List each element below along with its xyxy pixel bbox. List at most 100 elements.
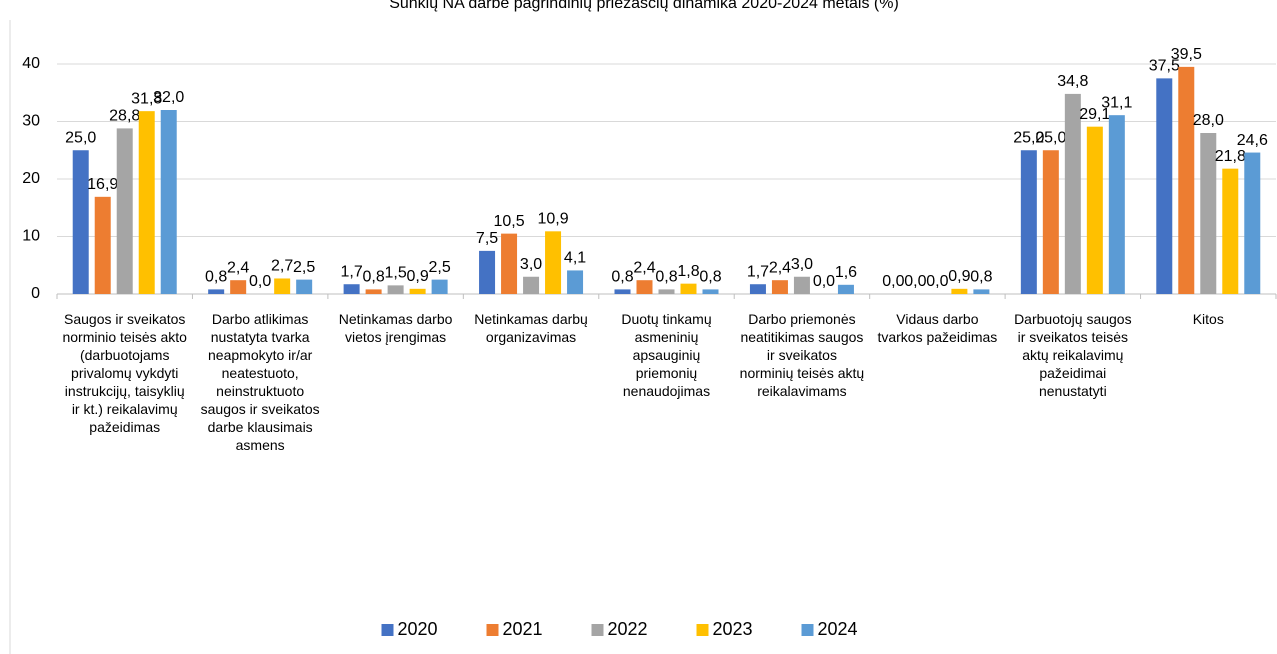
legend-label: 2021 xyxy=(503,619,543,639)
x-tick-label: Kitos xyxy=(1192,311,1224,327)
legend-label: 2020 xyxy=(398,619,438,639)
bar xyxy=(1064,93,1081,295)
data-label: 1,6 xyxy=(835,264,857,281)
data-label: 0,9 xyxy=(406,268,428,285)
bar xyxy=(343,284,360,294)
bar xyxy=(296,279,313,294)
bar xyxy=(658,289,675,294)
x-tick-label: Duotų tinkamų asmeninių apsauginių priem… xyxy=(621,311,712,399)
y-tick-label: 10 xyxy=(22,228,40,245)
bar xyxy=(1178,66,1195,294)
bar xyxy=(431,279,448,294)
y-tick-label: 40 xyxy=(22,55,40,72)
data-label: 7,5 xyxy=(476,230,498,247)
x-tick-label: Darbo priemonės neatitikimas saugos ir s… xyxy=(739,311,865,399)
data-label: 1,7 xyxy=(747,263,769,280)
bar xyxy=(1200,133,1217,294)
x-tick-label: Netinkamas darbų organizavimas xyxy=(474,311,588,345)
bar xyxy=(636,280,653,294)
legend-label: 2023 xyxy=(713,619,753,639)
data-label: 37,5 xyxy=(1149,58,1180,75)
data-label: 4,1 xyxy=(564,250,586,267)
data-label: 21,8 xyxy=(1215,148,1246,165)
bar xyxy=(479,250,496,294)
bar xyxy=(951,288,968,294)
data-label: 16,9 xyxy=(87,176,118,193)
x-tick-label: Vidaus darbo tvarkos pažeidimas xyxy=(877,311,998,345)
bar xyxy=(1020,150,1037,294)
bar xyxy=(545,231,562,294)
y-tick-label: 20 xyxy=(22,170,40,187)
bar xyxy=(1244,152,1261,294)
x-tick-label: Saugos ir sveikatos norminio teisės akto… xyxy=(62,311,187,435)
data-label: 0,8 xyxy=(970,269,992,286)
data-label: 1,8 xyxy=(677,263,699,280)
bar xyxy=(160,110,177,294)
data-label: 2,4 xyxy=(227,259,249,276)
data-label: 25,0 xyxy=(65,129,96,146)
bar xyxy=(973,289,990,294)
data-label: 0,8 xyxy=(655,269,677,286)
bar xyxy=(138,111,155,295)
bar xyxy=(793,276,810,294)
bar xyxy=(1042,150,1059,294)
data-label: 25,0 xyxy=(1013,129,1044,146)
legend-label: 2022 xyxy=(608,619,648,639)
data-label: 0,8 xyxy=(362,269,384,286)
data-label: 1,5 xyxy=(384,265,406,282)
y-tick-label: 30 xyxy=(22,113,40,130)
data-label: 0,0 xyxy=(926,273,948,290)
legend-swatch xyxy=(801,624,814,636)
data-label: 39,5 xyxy=(1171,46,1202,63)
bar xyxy=(116,128,133,294)
bar xyxy=(208,289,225,294)
bar xyxy=(1156,78,1173,294)
legend-swatch xyxy=(486,624,499,636)
data-label: 0,0 xyxy=(813,273,835,290)
bar xyxy=(94,196,111,294)
data-label: 0,8 xyxy=(699,269,721,286)
data-label: 0,8 xyxy=(205,269,227,286)
data-label: 1,7 xyxy=(340,263,362,280)
data-label: 3,0 xyxy=(791,256,813,273)
data-label: 31,1 xyxy=(1101,94,1132,111)
x-tick-label: Darbo atlikimas nustatyta tvarka neapmok… xyxy=(200,311,320,453)
bar xyxy=(365,289,382,294)
bar xyxy=(749,284,766,294)
bar xyxy=(230,280,247,294)
bar xyxy=(680,283,697,294)
bar xyxy=(274,278,291,294)
data-label: 3,0 xyxy=(520,256,542,273)
data-label: 28,0 xyxy=(1193,112,1224,129)
data-label: 32,0 xyxy=(153,89,184,106)
bar xyxy=(409,288,426,294)
data-label: 29,1 xyxy=(1079,106,1110,123)
bar xyxy=(72,150,89,294)
bar xyxy=(771,280,788,294)
data-label: 24,6 xyxy=(1237,132,1268,149)
data-label: 0,0 xyxy=(249,273,271,290)
data-label: 0,0 xyxy=(904,273,926,290)
chart-title: Sunkių NA darbe pagrindinių priežasčių d… xyxy=(389,0,899,12)
bar xyxy=(702,289,719,294)
x-tick-label: Netinkamas darbo vietos įrengimas xyxy=(338,311,453,345)
bar xyxy=(1086,126,1103,294)
data-label: 28,8 xyxy=(109,108,140,125)
data-label: 2,5 xyxy=(293,259,315,276)
data-label: 2,5 xyxy=(428,259,450,276)
x-tick-label: Darbuotojų saugos ir sveikatos teisės ak… xyxy=(1014,311,1132,399)
data-label: 0,9 xyxy=(948,268,970,285)
legend-swatch xyxy=(591,624,604,636)
data-label: 25,0 xyxy=(1035,129,1066,146)
bar xyxy=(387,285,404,294)
data-label: 34,8 xyxy=(1057,73,1088,90)
bar xyxy=(501,233,518,294)
bar xyxy=(523,276,540,294)
bar xyxy=(614,289,631,294)
legend-swatch xyxy=(381,624,394,636)
bar xyxy=(1108,115,1125,294)
data-label: 10,5 xyxy=(493,213,524,230)
legend-swatch xyxy=(696,624,709,636)
data-label: 31,8 xyxy=(131,90,162,107)
